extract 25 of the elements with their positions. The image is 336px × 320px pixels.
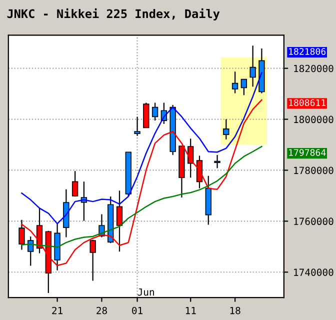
annotation: Jun bbox=[138, 288, 154, 296]
candlestick bbox=[214, 154, 220, 169]
y-tick-label: 1800000 bbox=[294, 116, 334, 124]
candlestick bbox=[134, 116, 140, 136]
candlestick bbox=[116, 190, 123, 252]
x-tick-label: 21 bbox=[52, 306, 62, 314]
text: 1821806 bbox=[289, 48, 326, 55]
candlestick bbox=[223, 118, 230, 140]
candlestick bbox=[143, 102, 150, 128]
x-tick-label: 18 bbox=[230, 306, 240, 314]
x-tick-label: 28 bbox=[96, 306, 107, 314]
y-tick-label: 1740000 bbox=[294, 268, 334, 276]
candlestick bbox=[232, 71, 238, 94]
y-tick-label: 1780000 bbox=[294, 166, 334, 174]
chart-title: JNKC - Nikkei 225 Index, Daily bbox=[7, 8, 220, 20]
candlestick bbox=[72, 170, 78, 198]
candlestick bbox=[250, 45, 256, 88]
y-tick-label: 1760000 bbox=[294, 218, 334, 226]
y-tick-label: 1820000 bbox=[294, 64, 334, 72]
text: 1808611 bbox=[289, 99, 326, 106]
x-tick-label: 11 bbox=[186, 306, 196, 314]
x-tick-label: 01 bbox=[132, 306, 142, 314]
candlestick bbox=[240, 78, 248, 96]
candlestick bbox=[152, 102, 158, 122]
text: 1797864 bbox=[289, 149, 326, 156]
